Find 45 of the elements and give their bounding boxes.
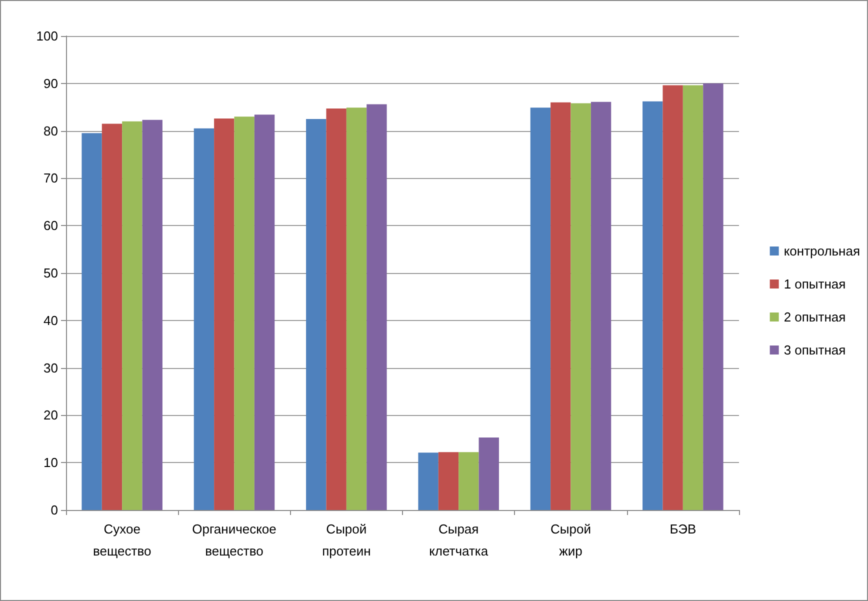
y-tick-label: 50 <box>44 266 58 280</box>
y-tick-label: 80 <box>44 123 58 138</box>
y-tick-label: 100 <box>36 28 58 44</box>
bar <box>418 452 438 510</box>
y-tick-label: 10 <box>44 455 58 470</box>
bar <box>682 85 704 510</box>
x-tick-label: Сырой жир <box>550 522 591 558</box>
bar <box>366 104 387 510</box>
y-tick-label: 30 <box>44 360 58 376</box>
bar <box>82 133 102 510</box>
y-tick-label: 0 <box>50 502 58 518</box>
x-tick-label: Сухое вещество <box>92 522 152 558</box>
bar <box>102 124 122 510</box>
legend-label: 3 опытная <box>784 342 846 358</box>
bar <box>458 452 479 510</box>
bar <box>570 103 591 510</box>
bar <box>194 128 214 510</box>
legend-label: 1 опытная <box>784 276 846 292</box>
y-tick-label: 20 <box>44 408 58 423</box>
bar <box>254 114 275 510</box>
y-tick-label: 70 <box>44 170 58 186</box>
bar <box>438 452 459 510</box>
x-tick-label: Сырая клетчатка <box>429 522 489 558</box>
bar <box>142 120 162 510</box>
y-tick-label: 40 <box>44 312 58 328</box>
x-tick-label: Сырой протеин <box>322 522 371 558</box>
legend-label: контрольная <box>784 244 860 258</box>
bar <box>214 118 234 510</box>
bar <box>306 118 326 510</box>
bar <box>478 437 499 510</box>
bar <box>550 102 571 510</box>
bar <box>642 101 663 510</box>
bar <box>122 121 142 510</box>
bar <box>234 116 254 510</box>
bar <box>346 108 367 510</box>
bar <box>590 102 612 510</box>
y-tick-label: 90 <box>44 76 58 91</box>
bar <box>530 108 551 510</box>
x-tick-label: БЭВ <box>670 522 696 536</box>
y-tick-label: 60 <box>44 218 58 234</box>
bar <box>326 108 346 510</box>
bar <box>662 85 683 510</box>
bar <box>703 83 724 510</box>
x-tick-label: Органическое вещество <box>192 522 276 558</box>
legend-label: 2 опытная <box>784 310 846 324</box>
